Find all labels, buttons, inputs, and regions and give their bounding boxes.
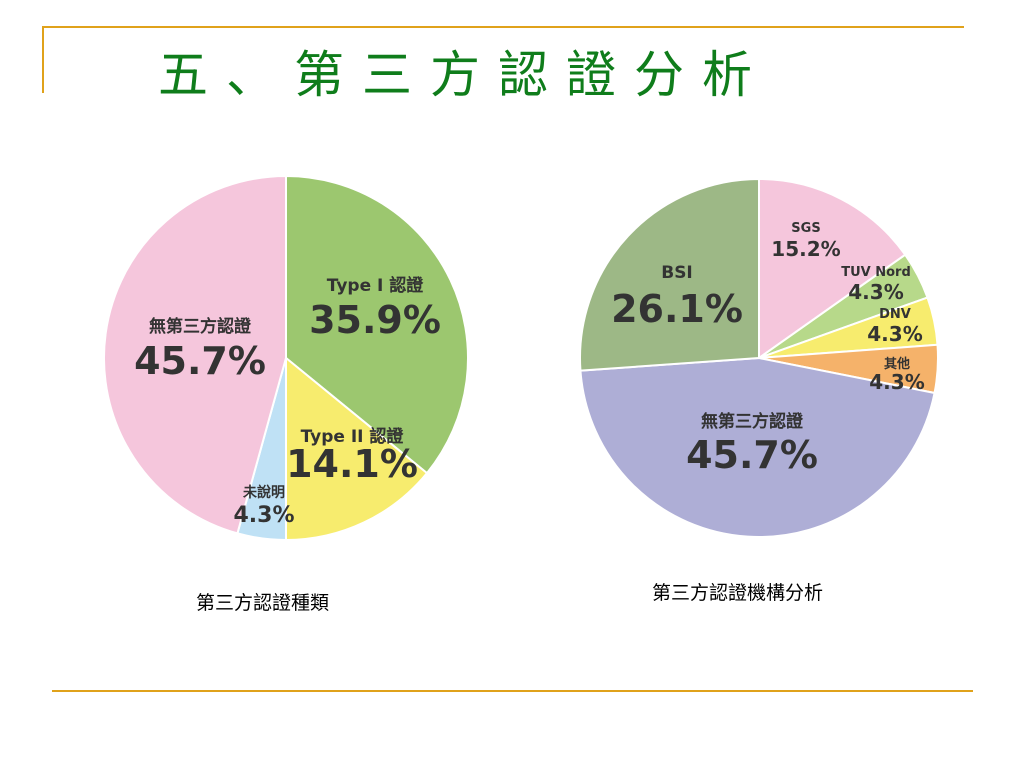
- slice-percent-dnv: 4.3%: [867, 322, 922, 346]
- slice-percent-tuv-nord: 4.3%: [848, 280, 903, 304]
- slice-percent-slice: 45.7%: [686, 433, 818, 477]
- top-rule: [42, 26, 964, 28]
- slice-label-type-i: Type I 認證: [327, 275, 425, 296]
- slice-percent-slice: 45.7%: [134, 339, 266, 383]
- left-accent-bar: [42, 26, 44, 93]
- bottom-rule: [52, 690, 973, 692]
- pie-slice-slice: [579, 356, 936, 538]
- pie-slice-slice: [103, 174, 287, 535]
- slice-percent-type-ii: 14.1%: [286, 442, 418, 486]
- slice-percent-sgs: 15.2%: [771, 237, 840, 261]
- slice-label-sgs: SGS: [791, 221, 820, 236]
- slice-label-dnv: DNV: [879, 307, 911, 322]
- slice-label-slice: 無第三方認證: [701, 411, 804, 432]
- slice-label-slice: 其他: [884, 356, 910, 372]
- pie-slice-bsi: [579, 177, 760, 372]
- pie-slice-type-i: [285, 174, 469, 475]
- slice-percent-slice: 4.3%: [869, 370, 924, 394]
- slice-label-bsi: BSI: [661, 263, 693, 283]
- pie-slice-sgs: [758, 177, 907, 360]
- slice-percent-type-i: 35.9%: [309, 298, 441, 342]
- right-chart-caption: 第三方認證機構分析: [652, 582, 824, 604]
- slice-label-slice: 無第三方認證: [149, 316, 252, 337]
- slice-percent-bsi: 26.1%: [611, 287, 743, 331]
- slice-label-type-ii: Type II 認證: [301, 426, 405, 447]
- slice-percent-slice: 4.3%: [233, 503, 294, 528]
- slide-title: 五、第三方認證分析: [158, 46, 770, 104]
- left-chart-caption: 第三方認證種類: [196, 592, 330, 614]
- pie-slice-type-ii: [285, 355, 429, 542]
- slice-label-tuv-nord: TUV Nord: [841, 265, 911, 280]
- slice-label-slice: 未說明: [243, 484, 285, 501]
